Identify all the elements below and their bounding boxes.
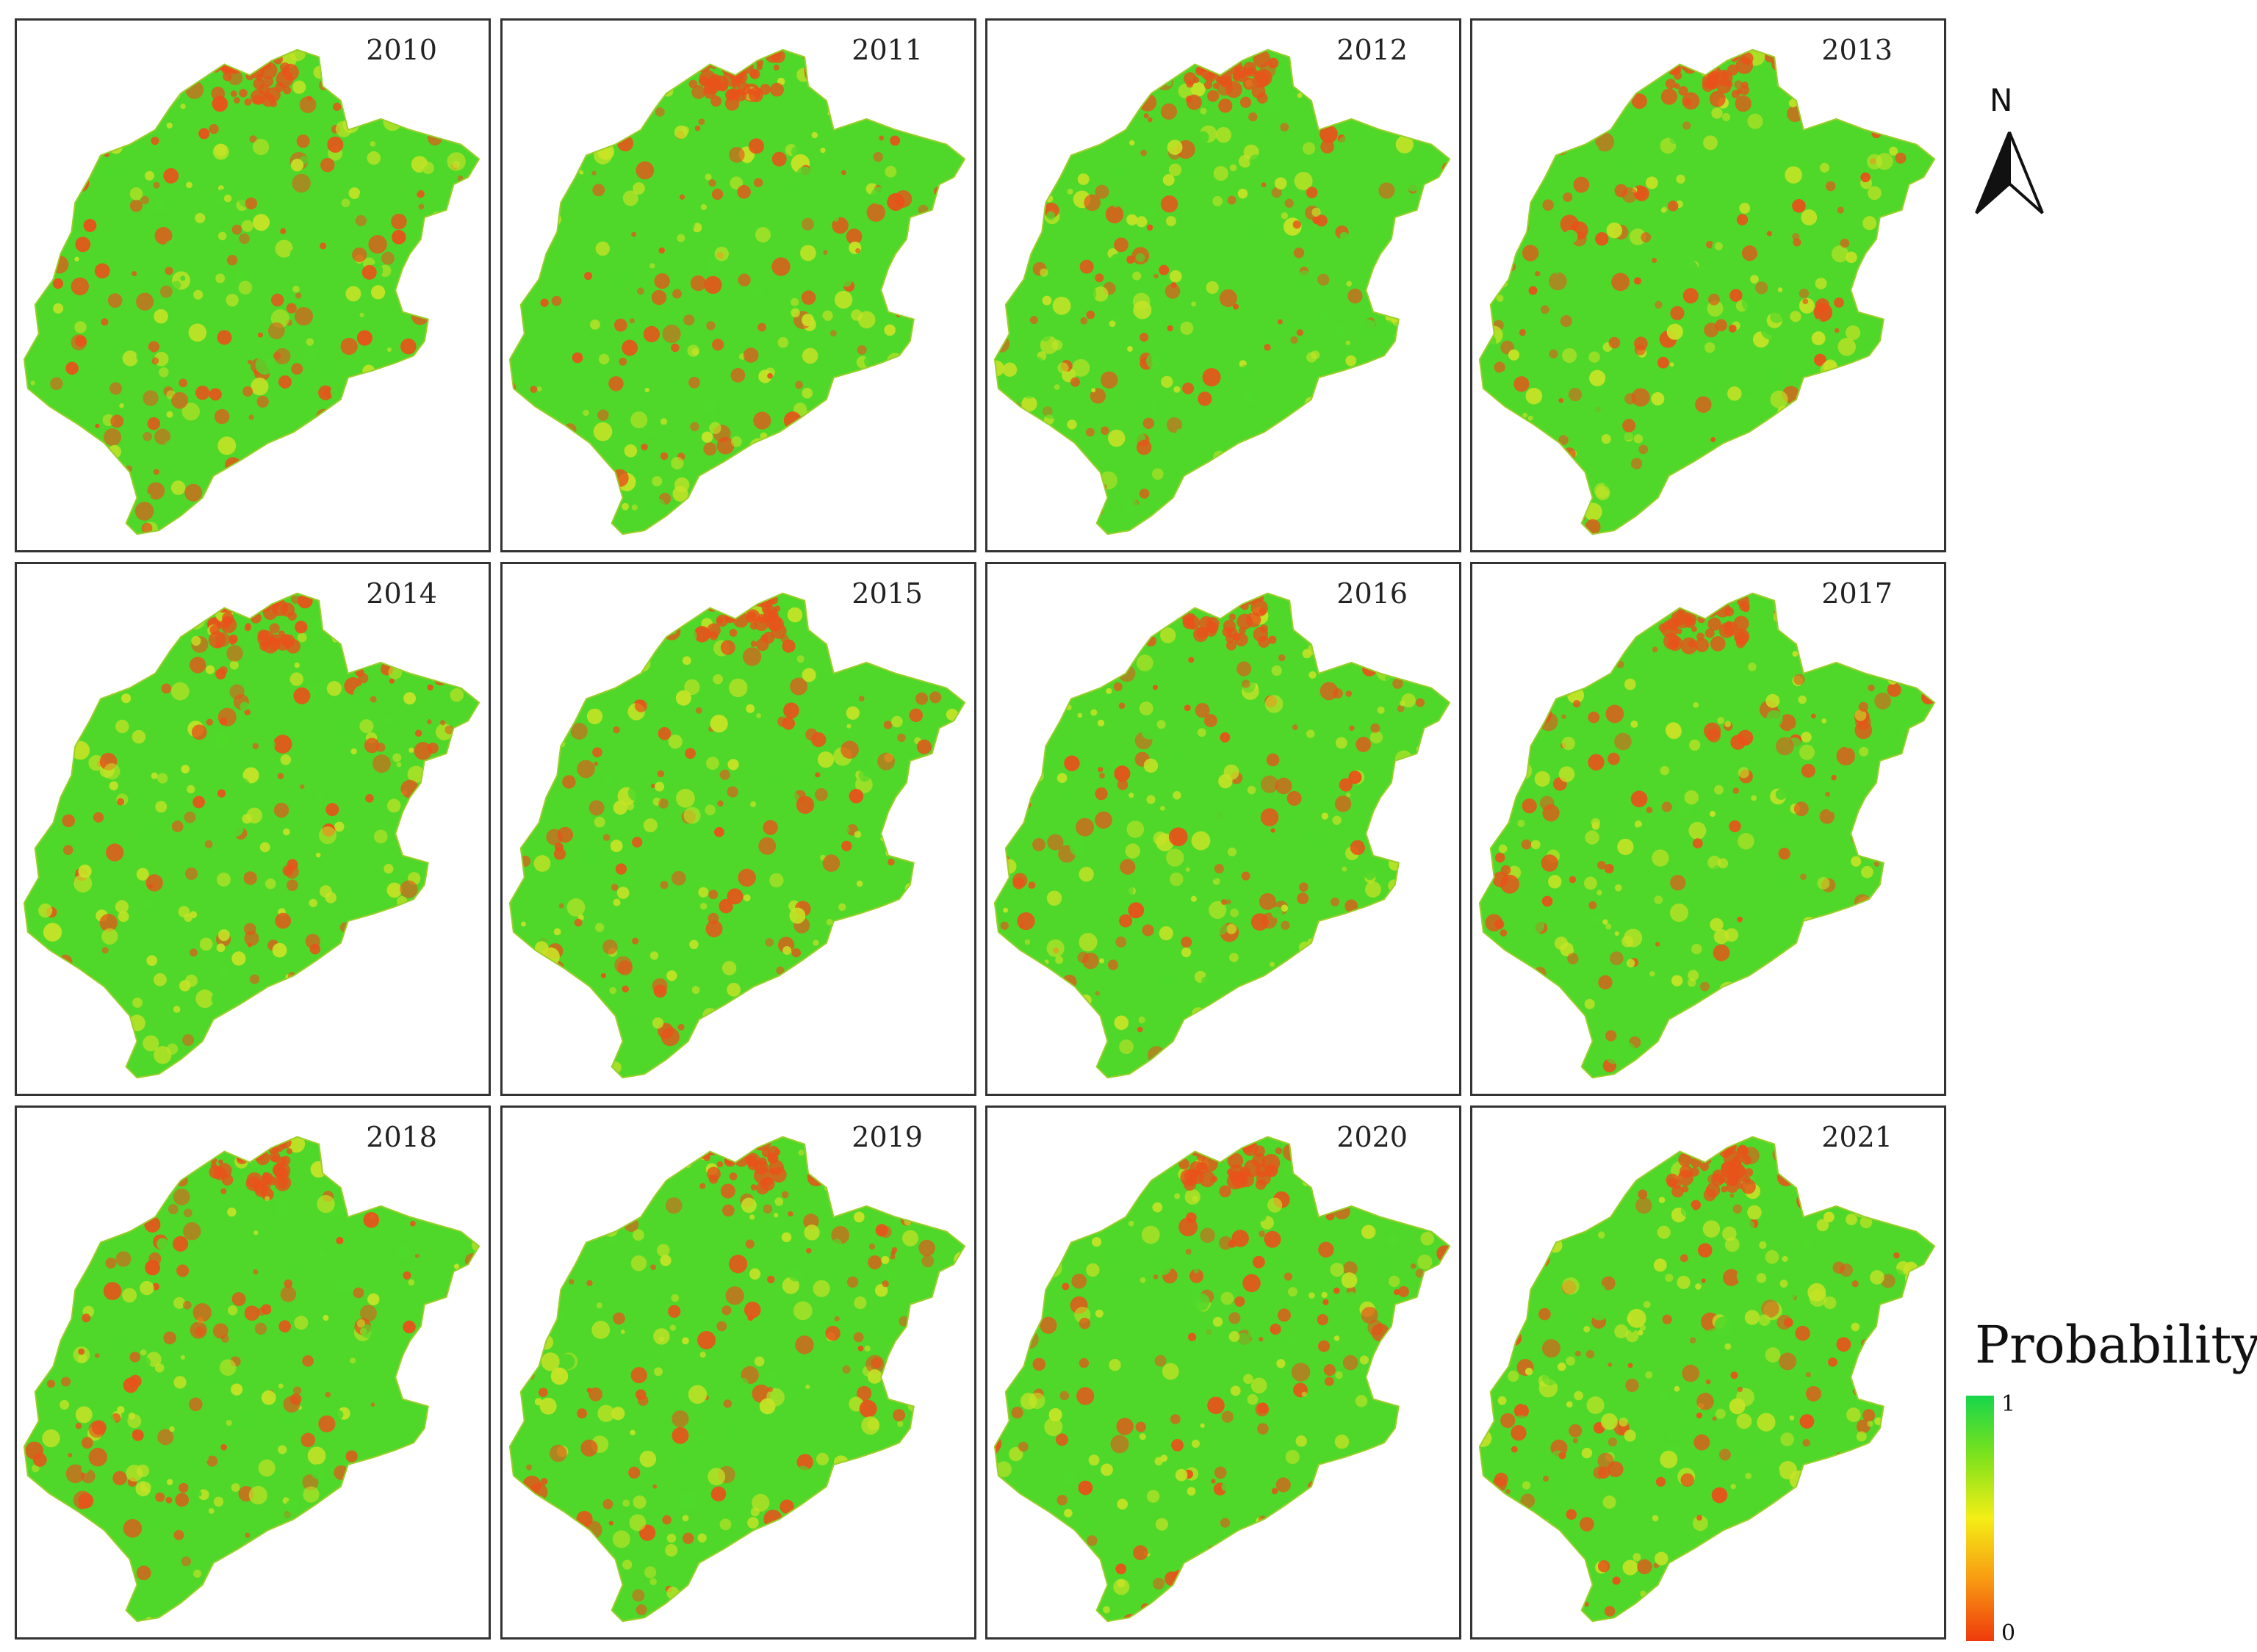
map-panel: 2021 (1470, 1105, 1946, 1640)
map-panel: 2010 (15, 18, 491, 552)
legend-title: Probability (1975, 1315, 2257, 1375)
region-map (993, 1136, 1451, 1623)
year-label: 2012 (1336, 34, 1408, 66)
map-panel: 2015 (500, 562, 976, 1096)
region-map (508, 48, 966, 535)
region-map (1478, 48, 1936, 535)
map-panel: 2019 (500, 1105, 976, 1640)
year-label: 2010 (366, 34, 437, 66)
year-label: 2013 (1821, 34, 1893, 66)
map-panel: 2013 (1470, 18, 1946, 552)
year-label: 2018 (366, 1121, 437, 1153)
year-label: 2016 (1336, 577, 1408, 610)
year-label: 2011 (852, 34, 923, 66)
map-panel: 2016 (985, 562, 1461, 1096)
north-letter: N (1990, 82, 2013, 118)
legend-min-label: 0 (2001, 1620, 2016, 1646)
north-arrow-icon (1975, 131, 2044, 214)
legend-color-ramp (1966, 1396, 1994, 1641)
year-label: 2021 (1821, 1121, 1893, 1153)
map-panel: 2018 (15, 1105, 491, 1640)
map-panel: 2011 (500, 18, 976, 552)
region-map (23, 1136, 480, 1623)
region-map (508, 1136, 966, 1623)
legend-max-label: 1 (2001, 1391, 2016, 1417)
year-label: 2015 (852, 577, 923, 610)
region-map (23, 48, 480, 535)
year-label: 2014 (366, 577, 437, 610)
year-label: 2017 (1821, 577, 1893, 610)
region-map (1478, 592, 1936, 1079)
year-label: 2020 (1336, 1121, 1408, 1153)
region-map (993, 592, 1451, 1079)
region-map (23, 592, 480, 1079)
map-panel: 2012 (985, 18, 1461, 552)
region-map (508, 592, 966, 1079)
region-map (993, 48, 1451, 535)
map-panel: 2020 (985, 1105, 1461, 1640)
year-label: 2019 (852, 1121, 923, 1153)
map-panel: 2017 (1470, 562, 1946, 1096)
map-panel: 2014 (15, 562, 491, 1096)
region-map (1478, 1136, 1936, 1623)
